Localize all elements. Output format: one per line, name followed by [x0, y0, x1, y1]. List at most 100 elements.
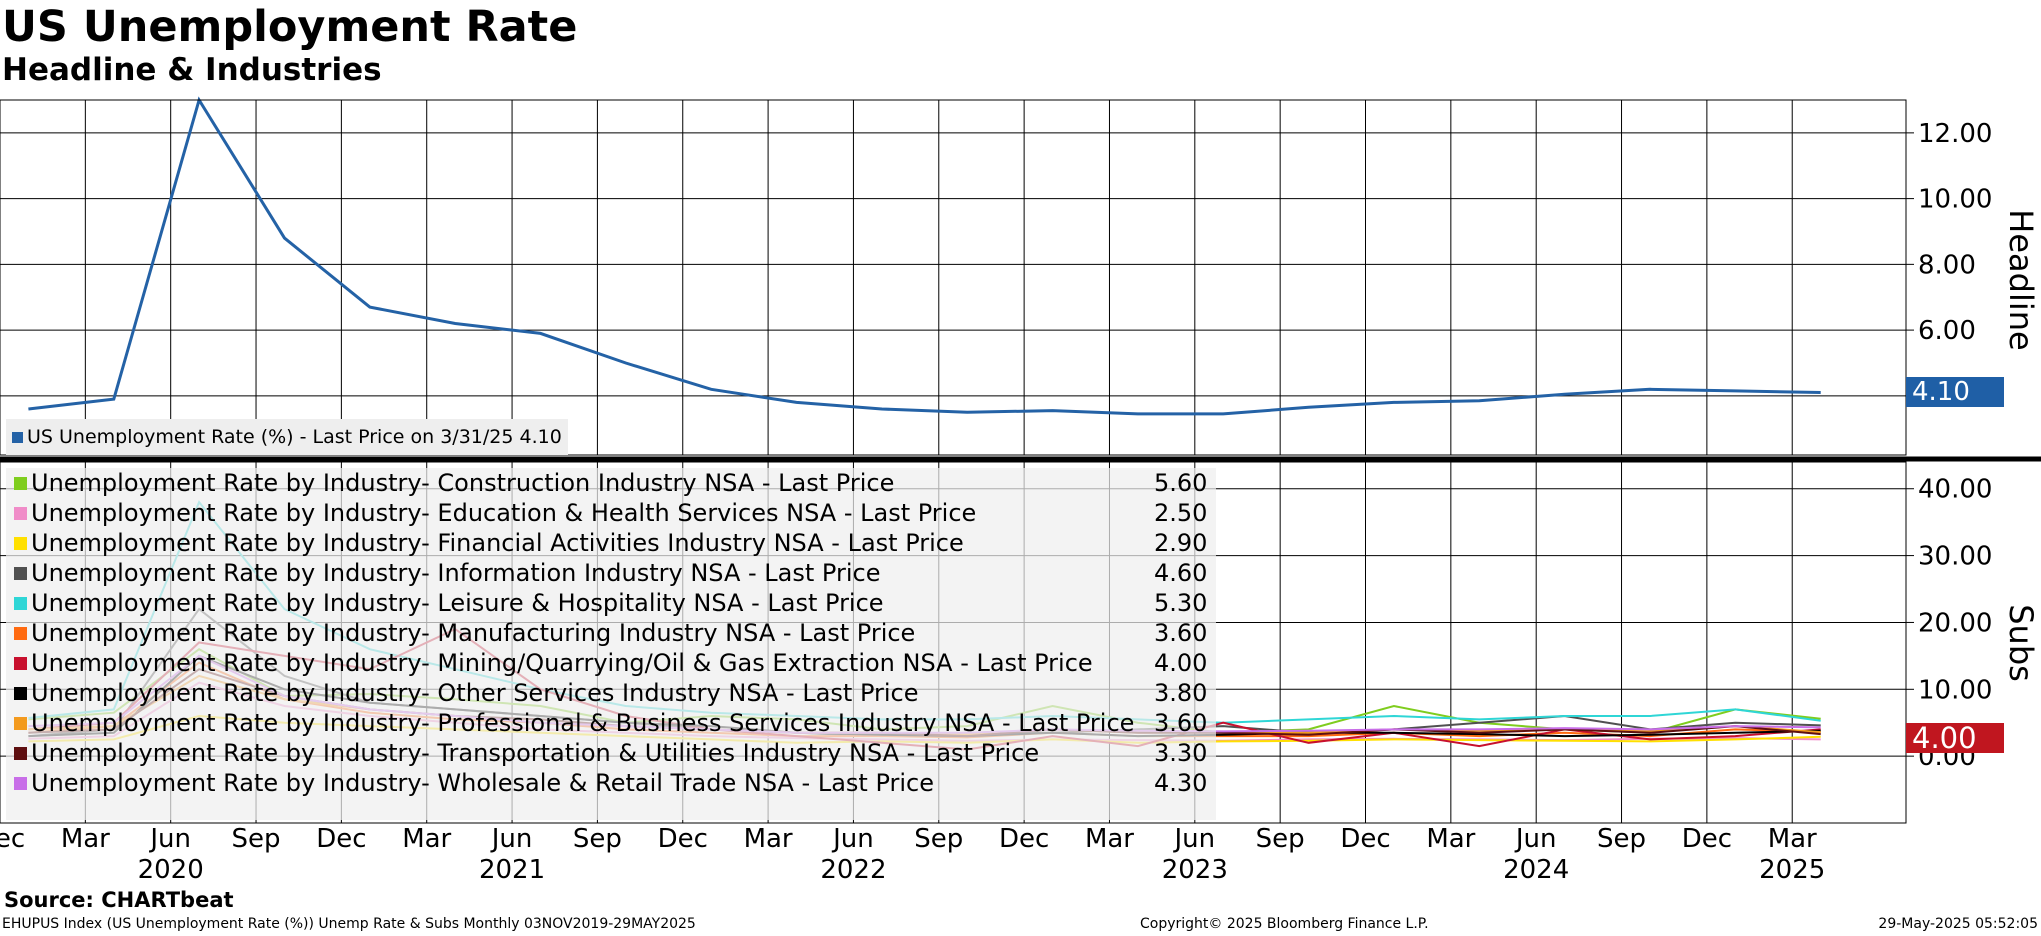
- x-tick-label: Jun: [831, 824, 874, 854]
- legend-value: 4.30: [1154, 769, 1208, 797]
- legend-value: 3.30: [1154, 739, 1208, 767]
- y-axis-ticks: 12.0010.008.006.0040.0030.0020.0010.000.…: [1906, 119, 1992, 772]
- legend-swatch: [14, 537, 27, 550]
- x-tick-label: Jun: [490, 824, 533, 854]
- x-tick-label: Dec: [658, 824, 708, 854]
- legend-item: Unemployment Rate by Industry- Informati…: [6, 558, 1216, 588]
- headline-axis-title: Headline: [2002, 209, 2040, 350]
- x-year-label: 2020: [138, 855, 204, 885]
- legend-value: 3.80: [1154, 679, 1208, 707]
- headline-series-line: [28, 96, 1821, 416]
- legend-item: Unemployment Rate by Industry- Leisure &…: [6, 588, 1216, 618]
- subs-last-value-tag: 4.00: [1906, 723, 2004, 753]
- y-tick-label: 30.00: [1918, 542, 1992, 572]
- legend-label: Unemployment Rate by Industry- Mining/Qu…: [31, 649, 1093, 677]
- legend-swatch: [14, 507, 27, 520]
- x-tick-label: Dec: [316, 824, 366, 854]
- legend-item: Unemployment Rate by Industry- Professio…: [6, 708, 1216, 738]
- x-tick-label: Mar: [1085, 824, 1134, 854]
- legend-item: Unemployment Rate by Industry- Manufactu…: [6, 618, 1216, 648]
- x-axis-ticks: Dec Mar Jun Sep Dec Mar Jun Sep Dec Mar Jun Sep Dec M…: [0, 824, 1825, 885]
- subs-axis-title: Subs: [2002, 604, 2040, 682]
- subs-frame: [0, 461, 1907, 824]
- x-tick-label: Dec: [0, 824, 25, 854]
- headline-line: [28, 96, 1821, 416]
- x-tick-label: Sep: [1597, 824, 1646, 854]
- subs-legend: Unemployment Rate by Industry- Construct…: [6, 468, 1216, 820]
- x-tick-label: Jun: [148, 824, 191, 854]
- x-tick-label: Sep: [914, 824, 963, 854]
- headline-legend: US Unemployment Rate (%) - Last Price on…: [6, 419, 568, 455]
- legend-item: Unemployment Rate by Industry- Education…: [6, 498, 1216, 528]
- footer-copyright: Copyright© 2025 Bloomberg Finance L.P.: [1140, 916, 1429, 932]
- footer-timestamp: 29-May-2025 05:52:05: [1878, 916, 2038, 932]
- source-note: Source: CHARTbeat: [4, 888, 234, 912]
- legend-item: Unemployment Rate by Industry- Mining/Qu…: [6, 648, 1216, 678]
- legend-value: 5.60: [1154, 469, 1208, 497]
- legend-swatch: [14, 717, 27, 730]
- x-tick-label: Jun: [1173, 824, 1216, 854]
- x-tick-label: Mar: [1768, 824, 1817, 854]
- x-tick-label: Mar: [744, 824, 793, 854]
- legend-value: 4.60: [1154, 559, 1208, 587]
- x-tick-label: Mar: [1426, 824, 1475, 854]
- y-tick-label: 10.00: [1918, 185, 1992, 215]
- legend-swatch: [14, 687, 27, 700]
- footer-ticker-info: EHUPUS Index (US Unemployment Rate (%)) …: [2, 916, 696, 932]
- x-tick-label: Sep: [232, 824, 281, 854]
- x-tick-label: Dec: [999, 824, 1049, 854]
- legend-swatch: [14, 657, 27, 670]
- legend-label: Unemployment Rate by Industry- Professio…: [31, 709, 1135, 737]
- x-year-label: 2023: [1162, 855, 1228, 885]
- legend-label: Unemployment Rate by Industry- Construct…: [31, 469, 895, 497]
- legend-label: Unemployment Rate by Industry- Manufactu…: [31, 619, 916, 647]
- legend-item: Unemployment Rate by Industry- Construct…: [6, 468, 1216, 498]
- y-tick-label: 6.00: [1918, 316, 1976, 346]
- x-tick-label: Dec: [1682, 824, 1732, 854]
- headline-frame: [0, 99, 1907, 456]
- y-tick-label: 20.00: [1918, 608, 1992, 638]
- legend-swatch: [14, 477, 27, 490]
- legend-value: 3.60: [1154, 709, 1208, 737]
- y-tick-label: 12.00: [1918, 119, 1992, 149]
- x-tick-label: Sep: [573, 824, 622, 854]
- legend-item: Unemployment Rate by Industry- Financial…: [6, 528, 1216, 558]
- legend-label: Unemployment Rate by Industry- Leisure &…: [31, 589, 884, 617]
- legend-item: Unemployment Rate by Industry- Wholesale…: [6, 768, 1216, 798]
- x-tick-label: Jun: [1514, 824, 1557, 854]
- legend-label: Unemployment Rate by Industry- Financial…: [31, 529, 964, 557]
- x-tick-label: Dec: [1340, 824, 1390, 854]
- legend-value: 2.90: [1154, 529, 1208, 557]
- legend-label: US Unemployment Rate (%) - Last Price on…: [27, 426, 562, 448]
- x-tick-label: Mar: [61, 824, 110, 854]
- x-year-label: 2021: [479, 855, 545, 885]
- legend-value: 4.00: [1154, 649, 1208, 677]
- plot-frame: [0, 99, 2041, 824]
- legend-swatch: [14, 777, 27, 790]
- headline-last-value-tag: 4.10: [1906, 377, 2004, 407]
- legend-swatch: [14, 567, 27, 580]
- legend-swatch: [14, 747, 27, 760]
- x-year-label: 2022: [820, 855, 886, 885]
- x-year-label: 2024: [1503, 855, 1569, 885]
- legend-value: 3.60: [1154, 619, 1208, 647]
- legend-swatch: [14, 627, 27, 640]
- x-tick-label: Sep: [1256, 824, 1305, 854]
- x-year-label: 2025: [1759, 855, 1825, 885]
- y-tick-label: 10.00: [1918, 675, 1992, 705]
- legend-value: 5.30: [1154, 589, 1208, 617]
- legend-value: 2.50: [1154, 499, 1208, 527]
- legend-label: Unemployment Rate by Industry- Transport…: [31, 739, 1040, 767]
- legend-label: Unemployment Rate by Industry- Other Ser…: [31, 679, 919, 707]
- legend-label: Unemployment Rate by Industry- Wholesale…: [31, 769, 935, 797]
- legend-label: Unemployment Rate by Industry- Informati…: [31, 559, 881, 587]
- legend-swatch: [14, 597, 27, 610]
- legend-item: Unemployment Rate by Industry- Transport…: [6, 738, 1216, 768]
- chart-subtitle: Headline & Industries: [2, 52, 382, 88]
- y-tick-label: 40.00: [1918, 475, 1992, 505]
- y-tick-label: 8.00: [1918, 250, 1976, 280]
- x-tick-label: Mar: [402, 824, 451, 854]
- chart-title: US Unemployment Rate: [2, 2, 578, 52]
- legend-label: Unemployment Rate by Industry- Education…: [31, 499, 977, 527]
- legend-item: Unemployment Rate by Industry- Other Ser…: [6, 678, 1216, 708]
